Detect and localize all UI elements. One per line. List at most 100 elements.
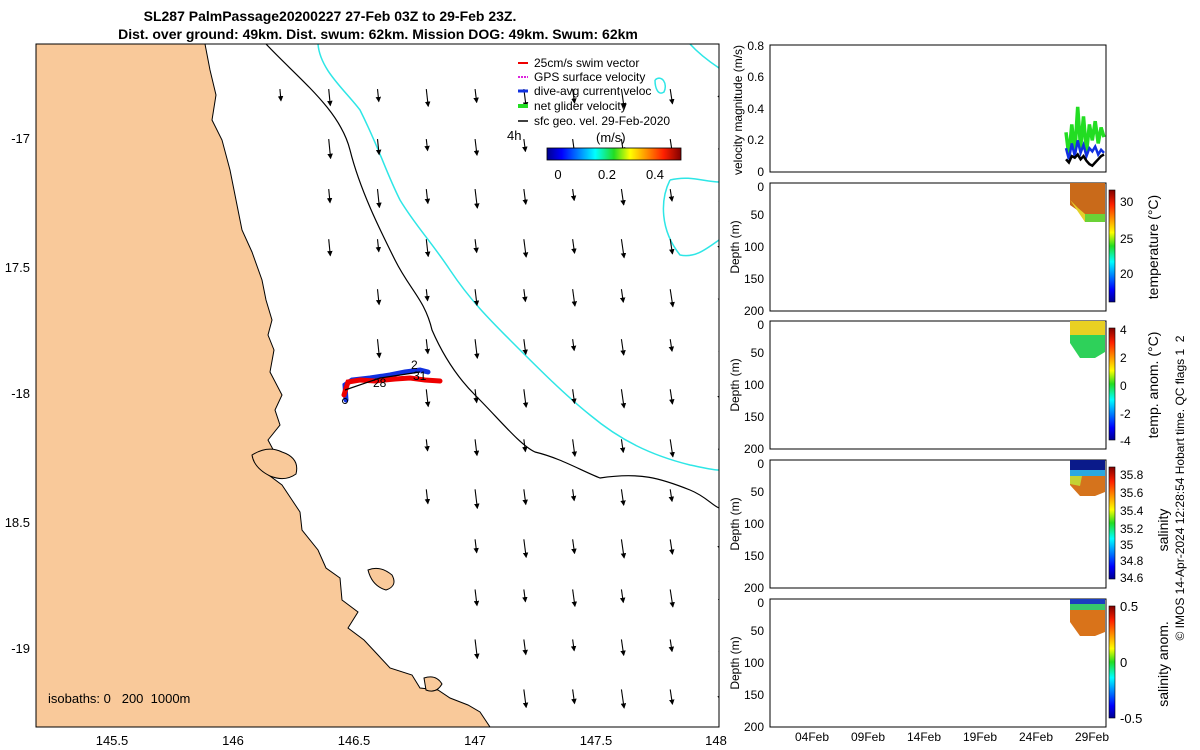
colorbar-tick: 0 [554, 167, 561, 182]
current-vector [619, 589, 626, 604]
current-vector [620, 88, 627, 109]
salinity-colorbar [1108, 466, 1116, 580]
current-vector [473, 589, 480, 607]
legend-gps: GPS surface velocity [534, 70, 645, 84]
vel-ytick: 0 [757, 165, 764, 179]
vel-ylabel: velocity magnitude (m/s) [731, 45, 745, 175]
current-vector [474, 639, 480, 660]
current-vector [669, 239, 675, 255]
title-line-2: Dist. over ground: 49km. Dist. swum: 62k… [118, 26, 638, 42]
current-vector [620, 639, 626, 657]
sanom-cb-tick: 0.5 [1120, 599, 1138, 614]
depth-tick: 0 [757, 318, 764, 332]
velocity-panel: 0 0.2 0.4 0.6 0.8 velocity magnitude (m/… [731, 39, 1107, 179]
depth-tick: 50 [751, 346, 765, 360]
sanom-top [1070, 599, 1105, 604]
isobath-1000m-offshore [662, 177, 719, 257]
current-vector [424, 239, 431, 258]
current-vector [668, 489, 675, 503]
current-vector [327, 88, 333, 107]
velocity-series-line [1064, 140, 1105, 161]
coastline-land [36, 44, 491, 727]
tanom-cb-tick: -2 [1120, 407, 1131, 421]
isobaths-label: isobaths: 0 200 1000m [48, 691, 190, 706]
map-legend: 25cm/s swim vector GPS surface velocity … [507, 56, 682, 182]
temp-cool-layer [1085, 214, 1105, 222]
depth-tick: 150 [744, 549, 764, 563]
sanom-deep [1070, 610, 1105, 636]
map-ytick: 17.5 [5, 260, 30, 275]
sal-cb-tick: 35.2 [1120, 522, 1144, 536]
current-vector [375, 88, 382, 103]
depth-sections: 30 25 20 temperature (°C) 4 2 0 -2 -4 te… [728, 180, 1171, 734]
map-xtick: 147 [464, 733, 486, 748]
current-vector [424, 88, 431, 108]
isobath-1000m [317, 44, 719, 471]
current-vector [327, 239, 333, 257]
depth-tick: 150 [744, 410, 764, 424]
current-vector [522, 339, 528, 356]
current-vector [424, 189, 431, 205]
depth-tick: 200 [744, 720, 764, 734]
temperature-section [1070, 183, 1105, 222]
sal-mid [1070, 470, 1105, 476]
temp-anomaly-colorbar [1108, 327, 1116, 441]
depth-tick: 50 [751, 624, 765, 638]
current-vector [522, 138, 528, 153]
temp-warm-layer [1070, 183, 1105, 222]
current-vector [375, 289, 382, 306]
depth-tick: 50 [751, 485, 765, 499]
current-vector [570, 639, 577, 652]
map-xtick: 147.5 [580, 733, 613, 748]
current-vector [571, 88, 577, 104]
depth-tick: 100 [744, 378, 764, 392]
current-vector [571, 289, 578, 307]
depth-axis-label: Depth (m) [728, 220, 742, 273]
current-vector [669, 389, 675, 405]
vel-ytick: 0.4 [747, 102, 764, 116]
current-vector [669, 88, 675, 105]
map-panel: 2 31 28 145.5 146 146.5 147 147.5 148 -1… [5, 43, 727, 748]
current-vector [424, 489, 431, 505]
colorbar-title: (m/s) [596, 130, 626, 145]
sal-cb-tick: 34.6 [1120, 571, 1144, 585]
temperature-panel: 30 25 20 temperature (°C) [769, 182, 1161, 312]
current-vector [522, 439, 528, 453]
surface-current-vectors [277, 88, 719, 709]
depth-axis-label: Depth (m) [728, 636, 742, 689]
sal-transition [1070, 476, 1082, 486]
map-frame [35, 43, 720, 728]
velocity-series-line [1064, 106, 1106, 157]
colorbar-tick: 0.2 [598, 167, 616, 182]
tanom-cb-tick: 4 [1120, 323, 1127, 337]
current-vector [571, 439, 578, 457]
time-tick: 29Feb [1075, 730, 1109, 744]
sanom-cb-tick: 0 [1120, 655, 1127, 670]
current-vector [522, 589, 528, 603]
depth-axis-label: Depth (m) [728, 358, 742, 411]
depth-tick: 150 [744, 272, 764, 286]
current-vector [522, 539, 529, 559]
vel-ytick: 0.8 [747, 39, 764, 53]
credit-text: © IMOS 14-Apr-2024 12:28:54 Hobart time.… [1173, 335, 1187, 640]
current-vector [620, 239, 627, 259]
temp-cb-tick: 20 [1120, 267, 1134, 281]
current-vector [326, 189, 333, 204]
legend-dive: dive-avg current veloc [534, 84, 651, 98]
island-palm [367, 567, 395, 591]
current-vector [375, 139, 382, 156]
sanom-cb-label: salinity anom. [1155, 621, 1171, 707]
tanom-cb-tick: 0 [1120, 379, 1127, 393]
current-vector [620, 389, 627, 409]
title-line-1: SL287 PalmPassage20200227 27-Feb 03Z to … [144, 8, 517, 24]
current-vector [571, 239, 577, 255]
current-vector [669, 439, 675, 458]
current-vector [668, 339, 675, 353]
current-vector [473, 439, 480, 457]
current-vector [522, 239, 529, 258]
tanom-deep [1070, 335, 1105, 358]
speed-colorbar [546, 147, 682, 161]
current-vector [277, 88, 284, 102]
sal-cb-tick: 35 [1120, 538, 1134, 552]
